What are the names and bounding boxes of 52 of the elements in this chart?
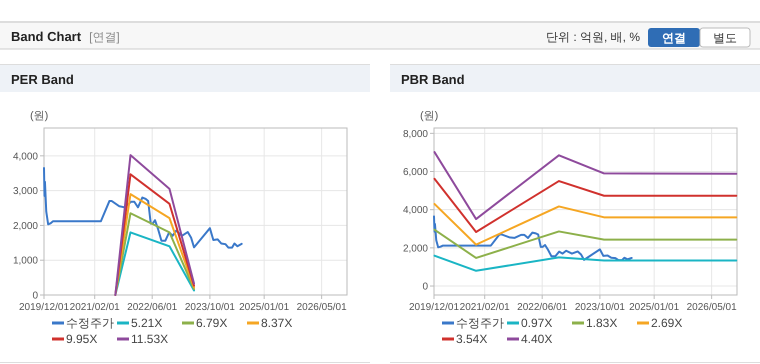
line-series: [433, 151, 738, 220]
x-tick-label: 2019/12/01: [408, 302, 460, 313]
line-series: [43, 167, 243, 249]
y-tick-label: 1,000: [12, 256, 38, 267]
line-series: [114, 212, 196, 296]
y-tick-label: 2,000: [402, 243, 428, 254]
x-tick-label: 2022/06/01: [517, 302, 568, 313]
x-tick-label: 2025/01/01: [239, 302, 290, 313]
y-axis-title: (원): [30, 110, 48, 122]
legend-label: 4.40X: [521, 332, 552, 346]
legend-label: 1.83X: [586, 316, 618, 330]
x-tick-label: 2022/06/01: [127, 302, 178, 313]
y-axis-title: (원): [420, 110, 438, 122]
legend-label: 8.37X: [261, 316, 292, 330]
line-series: [114, 231, 196, 296]
legend-label: 11.53X: [131, 332, 168, 346]
x-tick-label: 2023/10/01: [184, 302, 236, 313]
legend-label: 수정주가: [66, 316, 114, 330]
x-tick-label: 2025/01/01: [629, 302, 680, 313]
text: [연결]: [89, 30, 120, 44]
chart-title: PBR Band: [401, 72, 465, 87]
y-tick-label: 4,000: [12, 151, 38, 162]
line-series: [433, 228, 738, 259]
text: 단위 : 억원, 배, %: [546, 30, 640, 44]
x-tick-label: 2021/02/01: [460, 302, 510, 313]
y-tick-label: 2,000: [12, 220, 38, 232]
legend-label: 6.79X: [196, 316, 228, 330]
legend-label: 2.69X: [651, 316, 682, 330]
line-series: [433, 178, 738, 234]
y-tick-label: 3,000: [12, 186, 38, 198]
chart-title: PER Band: [11, 72, 74, 87]
legend-label: 5.21X: [131, 316, 162, 330]
y-tick-label: 8,000: [402, 128, 428, 140]
y-tick-label: 4,000: [402, 205, 428, 216]
legend-label: 9.95X: [66, 332, 98, 346]
line-series: [433, 202, 738, 246]
legend-label: 수정주가: [456, 316, 504, 330]
x-tick-label: 2026/05/01: [686, 302, 738, 313]
text: 연결: [662, 31, 686, 45]
legend-label: 3.54X: [456, 332, 488, 346]
x-tick-label: 2026/05/01: [296, 302, 348, 313]
legend-label: 0.97X: [521, 316, 552, 330]
text: 별도: [713, 31, 737, 45]
y-tick-label: 6,000: [402, 167, 428, 178]
x-tick-label: 2023/10/01: [574, 302, 626, 313]
line-series: [433, 254, 738, 272]
text: Band Chart: [11, 29, 82, 44]
line-series: [433, 215, 633, 262]
x-tick-label: 2019/12/01: [18, 302, 70, 313]
y-tick-label: 0: [422, 282, 428, 293]
x-tick-label: 2021/02/01: [70, 302, 120, 313]
y-tick-label: 0: [32, 290, 38, 302]
